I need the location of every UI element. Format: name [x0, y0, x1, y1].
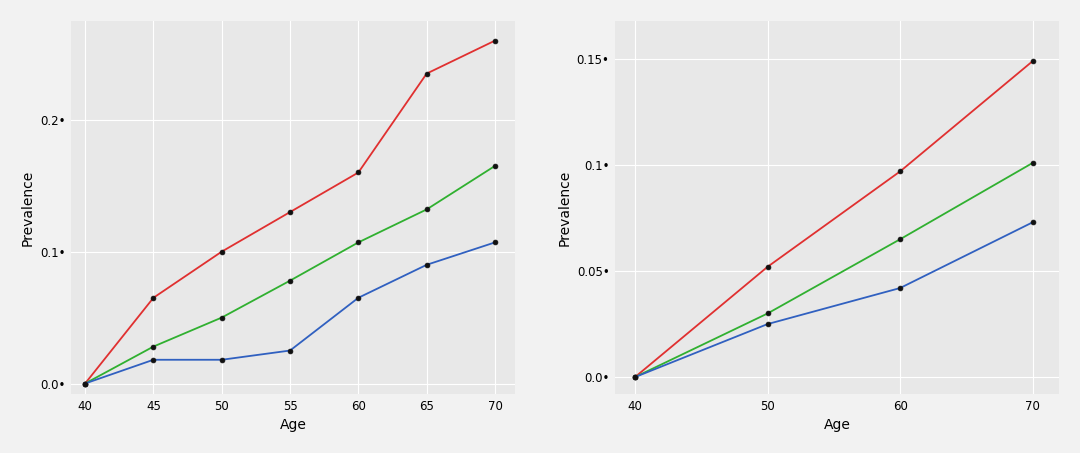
- X-axis label: Age: Age: [280, 418, 307, 432]
- Y-axis label: Prevalence: Prevalence: [557, 169, 571, 246]
- Y-axis label: Prevalence: Prevalence: [21, 169, 35, 246]
- X-axis label: Age: Age: [824, 418, 851, 432]
